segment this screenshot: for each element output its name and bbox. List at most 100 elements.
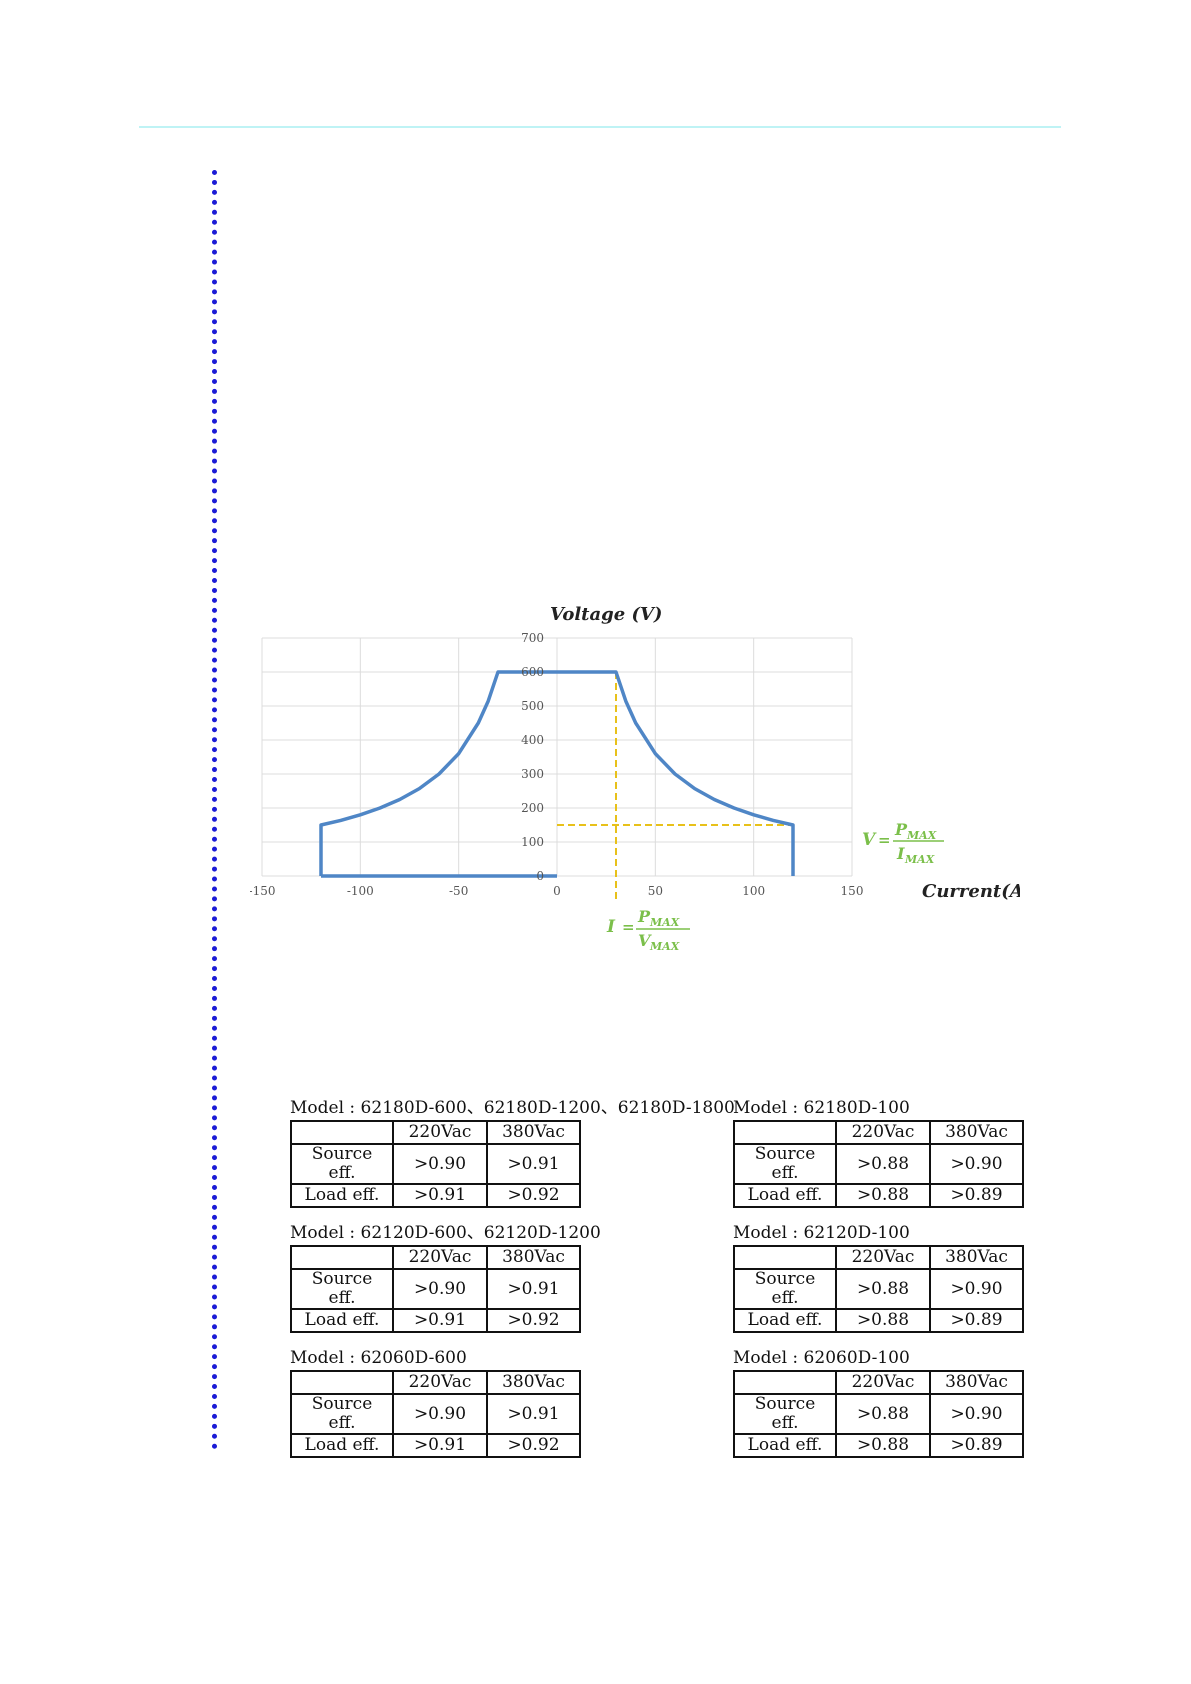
eff-cell: 380Vac [486, 1245, 581, 1270]
eff-cell: 380Vac [486, 1120, 581, 1145]
eff-cell: >0.90 [392, 1393, 488, 1435]
eff-cell: >0.88 [835, 1143, 931, 1185]
eff-cell: >0.88 [835, 1308, 931, 1333]
eff-cell: 380Vac [929, 1245, 1024, 1270]
eff-header-row: 220Vac 380Vac [733, 1245, 1024, 1270]
eff-cell: >0.88 [835, 1393, 931, 1435]
eff-cell: >0.88 [835, 1268, 931, 1310]
eff-cell: 220Vac [392, 1245, 488, 1270]
eff-table: 220Vac 380Vac Source eff. >0.88 >0.90 Load … [733, 1120, 1024, 1208]
eff-cell: Source eff. [733, 1268, 837, 1310]
eff-cell: >0.91 [486, 1268, 581, 1310]
eff-table: 220Vac 380Vac Source eff. >0.90 >0.91 Load … [290, 1370, 581, 1458]
eff-model-title: Model : 62060D-600 [290, 1348, 467, 1368]
eff-cell [733, 1120, 837, 1145]
eff-cell: Load eff. [290, 1183, 394, 1208]
eff-row: Load eff. >0.88 >0.89 [733, 1308, 1024, 1333]
eff-cell [290, 1370, 394, 1395]
eff-header-row: 220Vac 380Vac [733, 1120, 1024, 1145]
eff-model-title: Model : 62120D-600、62120D-1200 [290, 1223, 601, 1243]
eff-cell: Load eff. [733, 1433, 837, 1458]
eff-cell: >0.89 [929, 1433, 1024, 1458]
chart-svg: -150 -100 -50 0 50 100 150 700 600 500 400 300 200 10… [250, 604, 1020, 953]
eff-table: 220Vac 380Vac Source eff. >0.90 >0.91 Load … [290, 1245, 581, 1333]
eff-cell: 380Vac [486, 1370, 581, 1395]
eff-cell [733, 1245, 837, 1270]
header-rule [139, 126, 1061, 128]
eff-table: 220Vac 380Vac Source eff. >0.90 >0.91 Load … [290, 1120, 581, 1208]
svg-text:MAX: MAX [649, 916, 680, 929]
eff-cell [290, 1120, 394, 1145]
x-tick-label: 100 [742, 884, 765, 898]
eff-cell: 220Vac [835, 1245, 931, 1270]
svg-text:=: = [622, 918, 635, 936]
eff-cell: >0.89 [929, 1183, 1024, 1208]
eff-cell: >0.92 [486, 1433, 581, 1458]
eff-row: Load eff. >0.91 >0.92 [290, 1308, 581, 1333]
eff-cell: 220Vac [835, 1120, 931, 1145]
x-tick-label: -150 [250, 884, 275, 898]
eff-cell: Load eff. [290, 1433, 394, 1458]
eff-model-title: Model : 62120D-100 [733, 1223, 910, 1243]
eff-cell: Load eff. [733, 1308, 837, 1333]
chart-guides [557, 672, 793, 901]
eff-cell: >0.88 [835, 1433, 931, 1458]
eff-cell: >0.89 [929, 1308, 1024, 1333]
chart-series [319, 670, 795, 878]
eff-model-title: Model : 62180D-100 [733, 1098, 910, 1118]
eff-header-row: 220Vac 380Vac [290, 1370, 581, 1395]
eff-row: Load eff. >0.91 >0.92 [290, 1433, 581, 1458]
voltage-current-chart: -150 -100 -50 0 50 100 150 700 600 500 400 300 200 10… [250, 585, 1020, 965]
x-tick-label: -50 [449, 884, 468, 898]
eff-cell: >0.91 [486, 1393, 581, 1435]
eff-cell: Source eff. [733, 1393, 837, 1435]
y-tick-label: 200 [521, 801, 544, 815]
eff-row: Source eff. >0.88 >0.90 [733, 1268, 1024, 1310]
x-axis-title: Current(A) [922, 881, 1020, 902]
svg-text:=: = [878, 831, 891, 849]
y-tick-label: 100 [521, 835, 544, 849]
svg-text:P: P [637, 907, 651, 926]
eff-block-62180d-100: Model : 62180D-100 220Vac 380Vac Source e… [733, 1098, 1024, 1208]
eff-model-title: Model : 62060D-100 [733, 1348, 910, 1368]
eff-row: Source eff. >0.88 >0.90 [733, 1393, 1024, 1435]
eff-block-62060d-600: Model : 62060D-600 220Vac 380Vac Source e… [290, 1348, 581, 1458]
x-tick-label: -100 [347, 884, 374, 898]
eff-cell: Source eff. [733, 1143, 837, 1185]
y-axis-title: Voltage (V) [550, 604, 662, 625]
eff-row: Source eff. >0.90 >0.91 [290, 1143, 581, 1185]
eff-cell: 220Vac [392, 1370, 488, 1395]
eff-header-row: 220Vac 380Vac [733, 1370, 1024, 1395]
svg-text:V: V [862, 830, 877, 850]
eff-block-62120d-600: Model : 62120D-600、62120D-1200 220Vac 380… [290, 1223, 601, 1333]
y-tick-label: 0 [536, 869, 544, 883]
eff-cell: >0.90 [392, 1143, 488, 1185]
eff-cell: >0.90 [929, 1268, 1024, 1310]
eff-block-62060d-100: Model : 62060D-100 220Vac 380Vac Source e… [733, 1348, 1024, 1458]
eff-cell: >0.92 [486, 1183, 581, 1208]
svg-text:I: I [896, 844, 905, 863]
v-formula: V = P MAX I MAX [862, 820, 944, 866]
y-tick-label: 500 [521, 699, 544, 713]
eff-row: Source eff. >0.90 >0.91 [290, 1268, 581, 1310]
y-tick-label: 600 [521, 665, 544, 679]
eff-header-row: 220Vac 380Vac [290, 1120, 581, 1145]
chart-ticks: -150 -100 -50 0 50 100 150 700 600 500 400 300 200 10… [250, 631, 863, 898]
eff-cell: 380Vac [929, 1370, 1024, 1395]
x-tick-label: 0 [553, 884, 561, 898]
eff-cell: 220Vac [835, 1370, 931, 1395]
y-tick-label: 700 [521, 631, 544, 645]
eff-cell: >0.92 [486, 1308, 581, 1333]
x-tick-label: 50 [648, 884, 663, 898]
eff-row: Source eff. >0.90 >0.91 [290, 1393, 581, 1435]
eff-cell: 220Vac [392, 1120, 488, 1145]
eff-cell: Load eff. [290, 1308, 394, 1333]
svg-text:MAX: MAX [906, 829, 937, 842]
x-tick-label: 150 [841, 884, 864, 898]
eff-cell [733, 1370, 837, 1395]
eff-cell: >0.91 [392, 1183, 488, 1208]
eff-cell: >0.91 [392, 1308, 488, 1333]
eff-cell: >0.90 [392, 1268, 488, 1310]
eff-table: 220Vac 380Vac Source eff. >0.88 >0.90 Load … [733, 1370, 1024, 1458]
eff-cell: Source eff. [290, 1268, 394, 1310]
